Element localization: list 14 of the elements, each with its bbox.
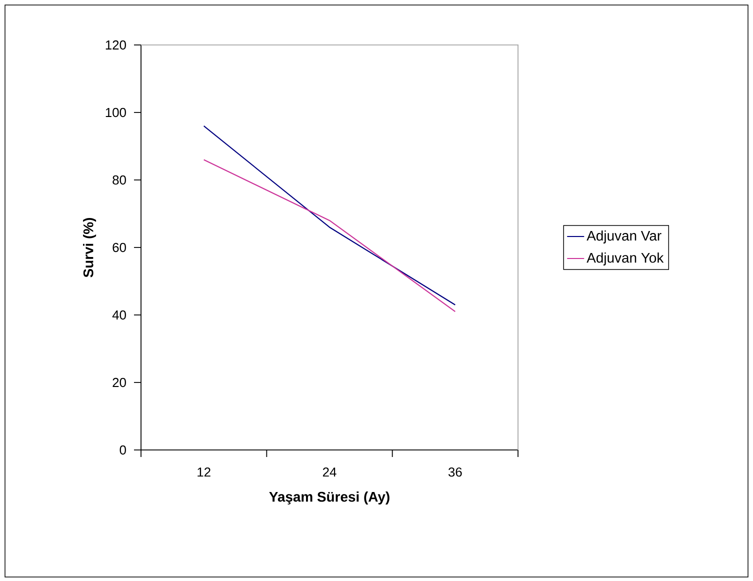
y-axis-title: Survi (%) <box>83 218 96 278</box>
y-tick-label: 60 <box>112 242 126 252</box>
y-tick-label: 100 <box>106 108 126 118</box>
x-tick-label: 24 <box>322 467 336 477</box>
legend-label: Adjuvan Yok <box>586 252 664 266</box>
legend-label: Adjuvan Var <box>586 230 662 244</box>
y-tick-label: 20 <box>112 378 126 388</box>
y-tick-label: 80 <box>112 175 126 185</box>
y-tick-label: 0 <box>120 445 126 455</box>
y-tick-label: 40 <box>112 310 126 320</box>
x-tick-label: 12 <box>198 467 210 477</box>
y-tick-label: 120 <box>106 40 126 50</box>
x-tick-label: 36 <box>448 467 462 477</box>
x-axis-title: Yaşam Süresi (Ay) <box>269 492 390 504</box>
